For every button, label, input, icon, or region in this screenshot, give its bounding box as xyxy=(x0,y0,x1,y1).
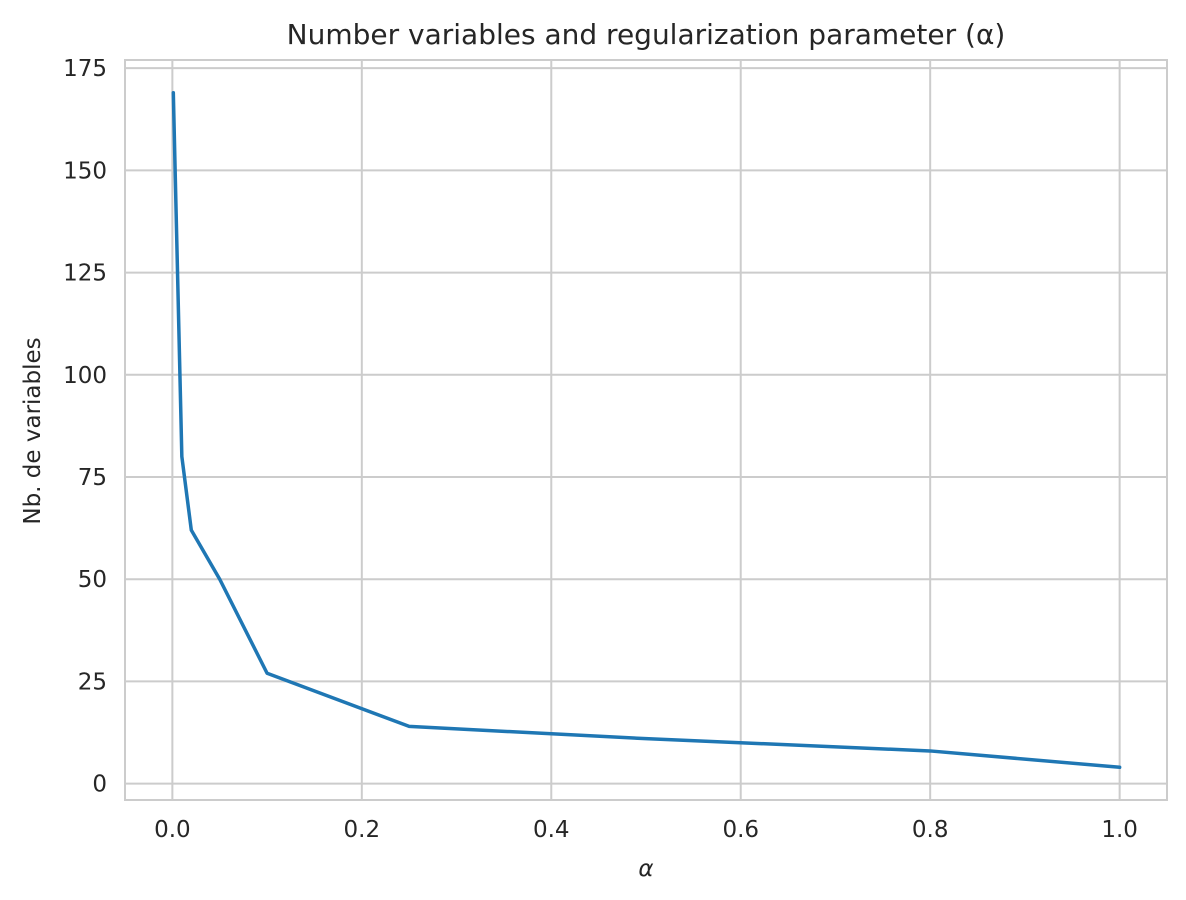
y-tick-label: 150 xyxy=(63,158,107,184)
y-tick-label: 75 xyxy=(78,465,107,491)
x-axis-label: α xyxy=(638,856,653,882)
x-tick-label: 0.8 xyxy=(912,817,949,843)
y-tick-label: 125 xyxy=(63,261,107,287)
x-tick-label: 0.6 xyxy=(722,817,759,843)
plot-area-frame xyxy=(124,59,1168,801)
y-tick-label: 25 xyxy=(78,669,107,695)
grid xyxy=(125,60,1167,800)
x-tick-label: 0.0 xyxy=(154,817,191,843)
series-layer xyxy=(171,90,1122,770)
y-tick-label: 175 xyxy=(63,56,107,82)
series-line-0 xyxy=(171,90,1122,770)
chart-title: Number variables and regularization para… xyxy=(287,18,1006,51)
x-axis-ticks: 0.0 0.2 0.4 0.6 0.8 1.0 xyxy=(154,817,1138,843)
y-axis-label: Nb. de variables xyxy=(20,337,46,524)
x-tick-label: 0.2 xyxy=(344,817,381,843)
y-axis-ticks: 0 25 50 75 100 125 150 175 xyxy=(63,56,107,797)
y-tick-label: 50 xyxy=(78,567,107,593)
x-tick-label: 1.0 xyxy=(1101,817,1138,843)
y-tick-label: 100 xyxy=(63,363,107,389)
x-tick-label: 0.4 xyxy=(533,817,570,843)
y-tick-label: 0 xyxy=(92,772,107,798)
